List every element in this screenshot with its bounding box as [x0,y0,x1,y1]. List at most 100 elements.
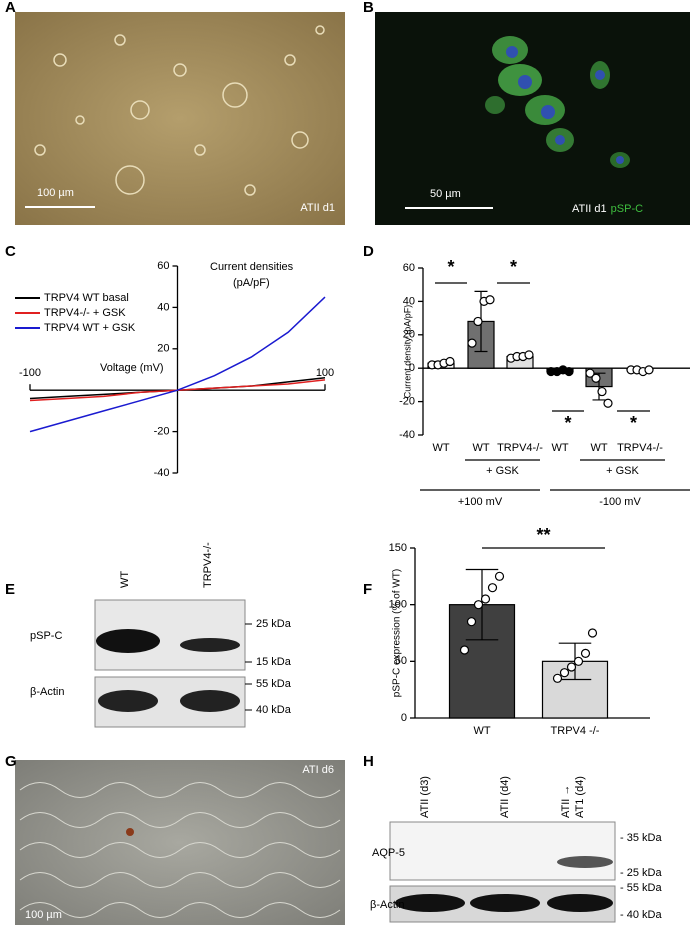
cells-b [485,36,630,168]
data-point [564,366,574,377]
x-tick-label: -100 [19,367,41,379]
legend-label: TRPV4 WT + GSK [44,322,136,334]
scale-label: 100 µm [37,187,74,199]
lane-label: ATII (d4) [499,776,511,818]
band [470,894,540,912]
group-label: -100 mV [599,496,641,508]
data-point [585,368,595,378]
y-tick-label: 40 [157,301,169,313]
marker-label: - 40 kDa [620,909,662,921]
significance-label: ** [536,525,550,545]
y-axis-label: (pA/pF) [233,277,270,289]
micrograph-a [15,12,345,225]
significance-label: * [630,413,637,433]
micrograph-g [15,760,345,925]
caption: ATII d1 [300,202,335,214]
x-tick-label: TRPV4-/- [617,442,663,454]
row-label: β-Actin [30,686,64,698]
data-point [459,645,470,655]
y-tick-label: -20 [154,426,170,438]
lane-label: AT1 (d4) [574,776,586,818]
marker-label: 40 kDa [256,704,292,716]
x-axis-label: Voltage (mV) [100,362,164,374]
panel-label: D [363,243,374,260]
x-tick-label: TRPV4 -/- [551,725,600,737]
data-point [473,600,484,610]
cells-a [34,25,325,196]
data-point [467,338,477,348]
panel-label: A [5,0,16,16]
data-point [597,386,607,397]
data-point [524,350,534,360]
legend-label: TRPV4-/- + GSK [44,307,126,319]
y-tick-label: 0 [409,362,415,374]
data-point [591,373,601,383]
band [180,690,240,712]
caption: ATI d6 [302,764,334,776]
lane-label: WT [119,571,131,588]
x-tick-label: WT [472,442,489,454]
data-point [552,673,563,683]
legend-label: TRPV4 WT basal [44,292,129,304]
y-tick-label: 60 [157,260,169,272]
significance-label: * [564,413,571,433]
data-point [603,398,613,408]
lane-label: ATII (d3) [419,776,431,818]
marker-label: - 25 kDa [620,867,662,879]
x-tick-label: 100 [316,367,334,379]
y-tick-label: 40 [403,295,415,307]
x-tick-label: WT [432,442,449,454]
data-point [485,295,495,305]
group-label: + GSK [606,465,639,477]
x-tick-label: TRPV4-/- [497,442,543,454]
data-point [494,571,505,581]
y-tick-label: -40 [399,429,415,441]
band [547,894,613,912]
y-axis-label: pSP-C expression (% of WT) [392,569,403,697]
data-point [644,365,654,375]
row-label: AQP-5 [372,847,405,859]
y-tick-label: 100 [389,599,407,611]
scale-label: 100 µm [25,909,62,921]
marker-label: - 35 kDa [620,832,662,844]
panel-label: H [363,753,374,770]
lane-label: TRPV4-/- [202,542,214,588]
significance-label: * [510,257,517,277]
bar [541,660,609,719]
y-tick-label: 60 [403,262,415,274]
data-point [580,648,591,659]
x-tick-label: WT [551,442,568,454]
row-label: pSP-C [30,630,62,642]
group-label: + GSK [486,465,519,477]
data-point [566,662,577,672]
data-point [466,617,477,627]
caption: ATII d1 [572,203,607,215]
scale-label: 50 µm [430,188,461,200]
y-tick-label: -40 [154,467,170,479]
group-label: +100 mV [458,496,503,508]
lane-label: ATII → [560,785,572,818]
y-tick-label: 150 [389,542,407,554]
cells-g [19,782,341,918]
marker-label: - 55 kDa [620,882,662,894]
marker-label: 55 kDa [256,678,292,690]
band [557,856,613,868]
data-point [587,628,598,638]
panel-label: F [363,581,372,598]
data-point [480,594,491,604]
band [96,629,160,653]
y-tick-label: 50 [395,655,407,667]
marker-ticks [245,623,252,711]
band [180,638,240,652]
significance-label: * [447,257,454,277]
y-tick-label: 0 [401,712,407,724]
marker-label: pSP-C [611,203,643,215]
data-point [473,316,483,327]
y-axis-label: Current densities [210,261,294,273]
marker-label: 25 kDa [256,618,292,630]
data-point [559,668,570,678]
row-label: β-Actin [370,899,404,911]
